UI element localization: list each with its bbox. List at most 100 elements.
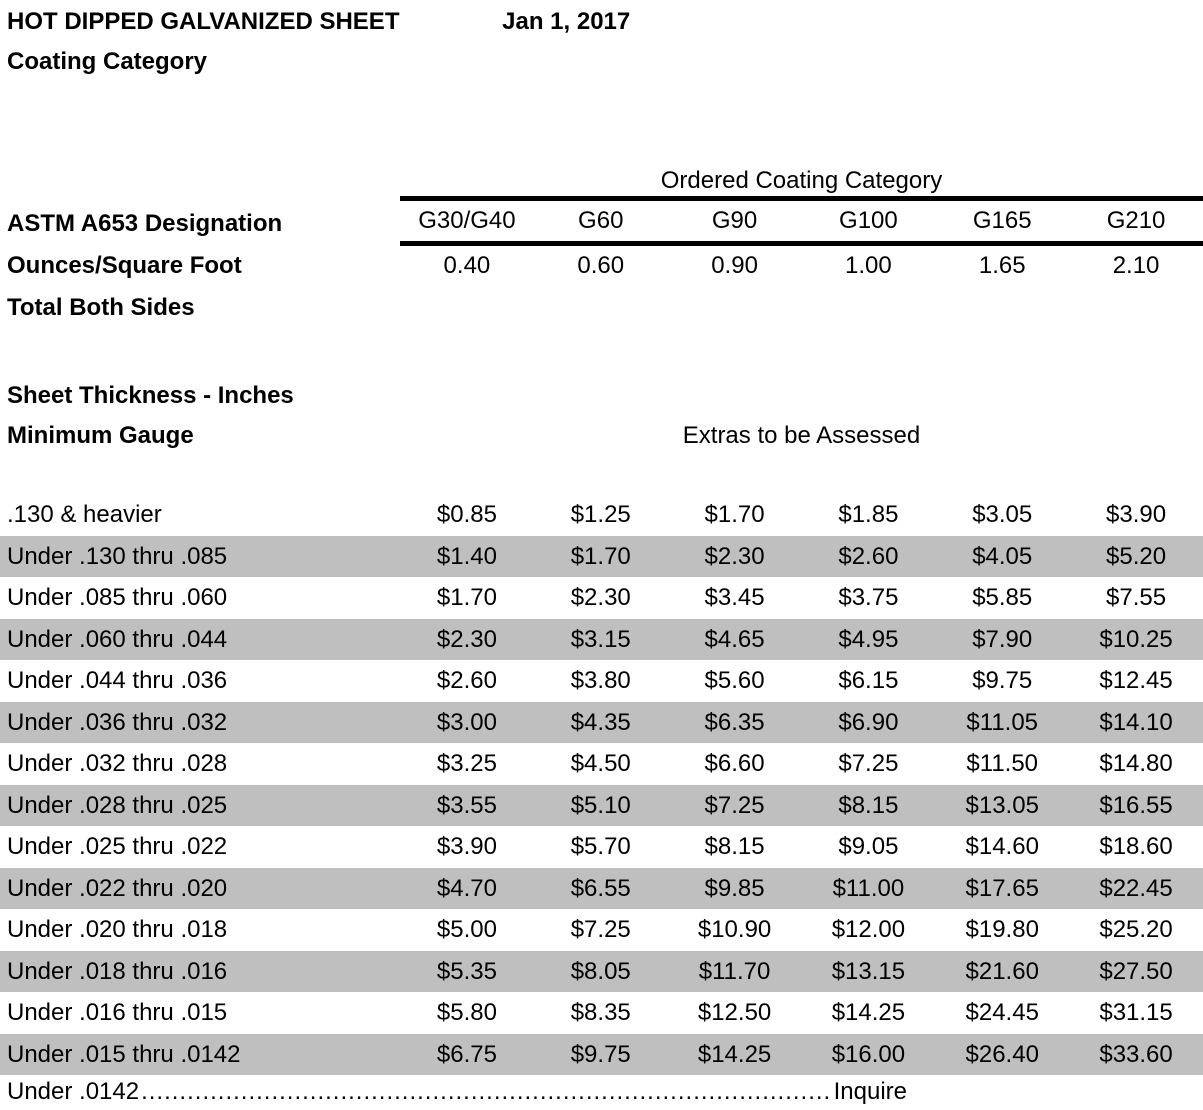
footer-label: Under .0142 bbox=[7, 1078, 140, 1105]
ounces-value: 1.00 bbox=[845, 252, 892, 279]
row-value: $1.70 bbox=[704, 501, 765, 528]
ounces-row: Ounces/Square Foot 0.40 0.60 0.90 1.00 1… bbox=[0, 246, 1203, 286]
row-value: $18.60 bbox=[1099, 833, 1173, 860]
row-value: $8.35 bbox=[570, 999, 631, 1026]
row-value: $3.90 bbox=[1106, 501, 1167, 528]
row-value: $2.30 bbox=[570, 584, 631, 611]
row-value: $3.15 bbox=[570, 625, 631, 653]
row-label: Under .130 thru .085 bbox=[7, 542, 228, 570]
row-value: $1.40 bbox=[436, 542, 497, 570]
row-value: $2.60 bbox=[436, 667, 497, 694]
row-value: $7.25 bbox=[704, 791, 765, 819]
gauge-label: Minimum Gauge bbox=[7, 422, 194, 449]
row-label: Under .025 thru .022 bbox=[7, 833, 228, 860]
table-row: Under .044 thru .036 $2.60 $3.80 $5.60 $6.1… bbox=[0, 660, 1203, 702]
row-value: $7.25 bbox=[838, 750, 899, 777]
row-value: $17.65 bbox=[965, 874, 1039, 902]
title-line: HOT DIPPED GALVANIZED SHEET Jan 1, 2017 bbox=[0, 2, 1203, 42]
row-value: $3.55 bbox=[436, 791, 497, 819]
row-value: $3.00 bbox=[436, 708, 497, 736]
row-label: Under .020 thru .018 bbox=[7, 916, 228, 943]
row-label: Under .022 thru .020 bbox=[7, 874, 228, 902]
row-value: $6.90 bbox=[838, 708, 899, 736]
row-value: $21.60 bbox=[965, 957, 1039, 985]
row-value: $5.70 bbox=[570, 833, 631, 860]
row-value: $5.60 bbox=[704, 667, 765, 694]
row-label: Under .018 thru .016 bbox=[7, 957, 228, 985]
row-value: $3.25 bbox=[436, 750, 497, 777]
table-row: Under .016 thru .015 $5.80 $8.35 $12.50 $14… bbox=[0, 992, 1203, 1034]
price-table-body: .130 & heavier $0.85 $1.25 $1.70 $1.85 $3.05… bbox=[0, 494, 1203, 1075]
table-row: .130 & heavier $0.85 $1.25 $1.70 $1.85 $3.05… bbox=[0, 494, 1203, 536]
row-value: $10.90 bbox=[697, 916, 772, 943]
row-value: $3.05 bbox=[972, 501, 1033, 528]
ounces-value: 0.90 bbox=[711, 252, 758, 279]
group-header-row: Ordered Coating Category bbox=[0, 166, 1203, 201]
row-label: Under .015 thru .0142 bbox=[7, 1040, 241, 1068]
column-header: G90 bbox=[711, 207, 758, 234]
row-value: $1.70 bbox=[570, 542, 631, 570]
row-value: $14.25 bbox=[831, 999, 906, 1026]
table-row: Under .022 thru .020 $4.70 $6.55 $9.85 $11.… bbox=[0, 867, 1203, 909]
table-row: Under .085 thru .060 $1.70 $2.30 $3.45 $3.7… bbox=[0, 577, 1203, 619]
table-row: Under .130 thru .085 $1.40 $1.70 $2.30 $2.6… bbox=[0, 535, 1203, 577]
row-value: $5.35 bbox=[436, 957, 497, 985]
table-row: Under .060 thru .044 $2.30 $3.15 $4.65 $4.9… bbox=[0, 618, 1203, 660]
row-label: Under .036 thru .032 bbox=[7, 708, 228, 736]
row-value: $3.90 bbox=[436, 833, 497, 860]
row-value: $0.85 bbox=[436, 501, 497, 528]
ounces-value: 1.65 bbox=[978, 252, 1026, 279]
row-value: $6.55 bbox=[570, 874, 631, 902]
table-row: Under .020 thru .018 $5.00 $7.25 $10.90 $12… bbox=[0, 909, 1203, 951]
row-value: $33.60 bbox=[1099, 1040, 1173, 1068]
row-label: Under .028 thru .025 bbox=[7, 791, 228, 819]
column-header-row: ASTM A653 Designation G30/G40 G60 G90 G1… bbox=[0, 201, 1203, 246]
row-value: $4.65 bbox=[704, 625, 765, 653]
column-header: G100 bbox=[839, 207, 898, 234]
row-value: $14.60 bbox=[965, 833, 1039, 860]
row-value: $11.70 bbox=[698, 957, 771, 985]
row-value: $4.50 bbox=[570, 750, 631, 777]
row-value: $12.45 bbox=[1099, 667, 1173, 694]
date-label: Jan 1, 2017 bbox=[502, 8, 631, 35]
ounces-value: 0.60 bbox=[577, 252, 625, 279]
row-value: $22.45 bbox=[1099, 874, 1173, 902]
row-value: $2.30 bbox=[704, 542, 765, 570]
row-label: Under .032 thru .028 bbox=[7, 750, 228, 777]
row-value: $25.20 bbox=[1099, 916, 1173, 943]
row-value: $11.05 bbox=[966, 708, 1039, 736]
row-value: $2.60 bbox=[838, 542, 899, 570]
row-value: $8.15 bbox=[838, 791, 899, 819]
row-value: $4.70 bbox=[436, 874, 497, 902]
total-label: Total Both Sides bbox=[7, 294, 195, 321]
thickness-row: Sheet Thickness - Inches bbox=[0, 376, 1203, 416]
column-header: G165 bbox=[972, 207, 1032, 234]
row-value: $8.05 bbox=[570, 957, 631, 985]
row-value: $24.45 bbox=[965, 999, 1039, 1026]
row-value: $5.80 bbox=[436, 999, 497, 1026]
table-row: Under .018 thru .016 $5.35 $8.05 $11.70 $13… bbox=[0, 950, 1203, 992]
row-value: $9.85 bbox=[704, 874, 765, 902]
footer-row: Under .0142 Inquire bbox=[0, 1075, 907, 1108]
ounces-value: 0.40 bbox=[443, 252, 491, 279]
row-value: $5.10 bbox=[570, 791, 631, 819]
table-row: Under .032 thru .028 $3.25 $4.50 $6.60 $7.2… bbox=[0, 743, 1203, 785]
row-label: Under .060 thru .044 bbox=[7, 625, 228, 653]
footer-value: Inquire bbox=[833, 1078, 907, 1105]
row-value: $1.25 bbox=[570, 501, 631, 528]
row-value: $31.15 bbox=[1099, 999, 1173, 1026]
table-row: Under .036 thru .032 $3.00 $4.35 $6.35 $6.9… bbox=[0, 701, 1203, 743]
row-value: $12.50 bbox=[697, 999, 772, 1026]
row-label: Under .085 thru .060 bbox=[7, 584, 228, 611]
row-value: $3.75 bbox=[838, 584, 899, 611]
table-row: Under .015 thru .0142 $6.75 $9.75 $14.25 $1… bbox=[0, 1033, 1203, 1075]
row-value: $4.05 bbox=[972, 542, 1033, 570]
gauge-row: Minimum Gauge Extras to be Assessed bbox=[0, 416, 1203, 456]
row-value: $1.70 bbox=[436, 584, 497, 611]
dot-leader bbox=[141, 1075, 832, 1108]
row-value: $7.55 bbox=[1106, 584, 1167, 611]
row-value: $7.25 bbox=[570, 916, 631, 943]
ounces-value: 2.10 bbox=[1112, 252, 1160, 279]
row-value: $6.35 bbox=[704, 708, 765, 736]
